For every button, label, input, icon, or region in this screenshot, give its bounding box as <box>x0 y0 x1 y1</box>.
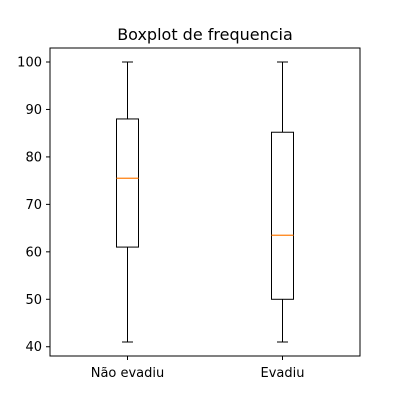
y-tick-label: 50 <box>25 293 42 308</box>
iqr-box <box>271 131 294 300</box>
chart-title: Boxplot de frequencia <box>117 25 293 44</box>
y-tick-label: 60 <box>25 245 42 260</box>
y-axis: 40 50 60 70 80 90 100 <box>17 56 50 355</box>
box-0 <box>116 61 139 343</box>
y-tick-label: 90 <box>25 103 42 118</box>
iqr-box <box>116 118 139 248</box>
y-tick-label: 80 <box>25 150 42 165</box>
y-tick-label: 70 <box>25 198 42 213</box>
x-tick-label: Evadiu <box>261 366 305 381</box>
boxes-group <box>116 61 294 343</box>
y-tick-label: 40 <box>25 340 42 355</box>
x-axis: Não evadiu Evadiu <box>91 356 305 381</box>
y-tick-label: 100 <box>17 56 42 71</box>
box-1 <box>271 61 294 343</box>
plot-area-frame <box>49 47 361 357</box>
x-tick-label: Não evadiu <box>91 366 165 381</box>
